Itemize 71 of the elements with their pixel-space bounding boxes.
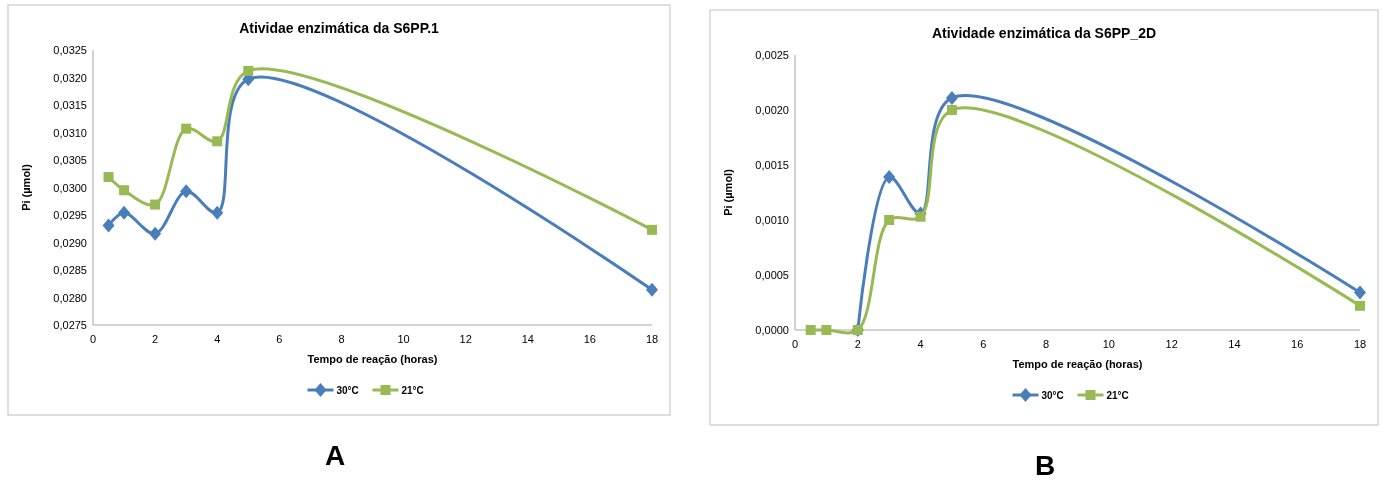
- x-tick-label: 18: [645, 333, 659, 345]
- chart-title: Atividae enzimática da S6PP.1: [239, 20, 440, 36]
- x-tick-label: 12: [459, 333, 472, 345]
- point: [243, 65, 254, 76]
- text: B: [1034, 450, 1056, 481]
- y-tick-label: 0,0010: [755, 214, 789, 226]
- x-tick-label: 8: [1043, 338, 1050, 350]
- legend-label: 30°C: [1041, 390, 1064, 401]
- y-tick-label: 0,0325: [53, 44, 87, 56]
- x-tick-label: 2: [152, 333, 159, 345]
- point: [211, 205, 224, 220]
- chart-title: Atividade enzimática da S6PP_2D: [931, 25, 1157, 41]
- y-tick-label: 0,0025: [755, 49, 789, 61]
- point: [119, 185, 130, 196]
- point: [118, 205, 131, 220]
- point: [1354, 285, 1366, 300]
- x-tick-label: 0: [89, 333, 97, 345]
- x-tick-label: 12: [1165, 338, 1178, 350]
- x-tick-label: 4: [917, 338, 924, 350]
- x-tick-label: 16: [583, 333, 597, 345]
- y-tick-label: 0,0280: [53, 291, 87, 304]
- x-tick-label: 0: [791, 338, 799, 350]
- point: [883, 170, 896, 185]
- y-tick-label: 0,0310: [53, 126, 87, 139]
- point: [102, 218, 115, 233]
- point: [150, 199, 161, 210]
- y-tick-label: 0,0305: [53, 154, 87, 166]
- point: [915, 211, 926, 222]
- x-tick-label: 16: [1291, 338, 1304, 350]
- point: [646, 282, 658, 297]
- y-tick-label: 0,0285: [53, 264, 87, 276]
- point: [946, 105, 957, 115]
- point: [149, 226, 162, 241]
- x-tick-label: 6: [276, 333, 283, 345]
- point: [647, 224, 657, 235]
- point: [805, 325, 816, 335]
- y-tick-label: 0,0300: [53, 181, 87, 194]
- x-tick-label: 14: [521, 333, 534, 345]
- y-tick-label: 0,0000: [755, 324, 789, 336]
- legend-label: 30°C: [336, 385, 359, 396]
- point: [212, 136, 223, 147]
- x-tick-label: 6: [980, 338, 987, 350]
- y-tick-label: 0,0295: [53, 209, 87, 221]
- point: [945, 90, 958, 105]
- point: [181, 123, 192, 134]
- y-tick-label: 0,0275: [53, 319, 87, 331]
- x-tick-label: 18: [1353, 338, 1367, 350]
- y-axis-title: Pi (µmol): [722, 168, 734, 216]
- point: [821, 325, 832, 335]
- point: [1355, 300, 1365, 311]
- x-axis-title: Tempo de reação (horas): [307, 353, 438, 365]
- y-tick-label: 0,0290: [53, 236, 87, 249]
- legend-label: 21°C: [401, 385, 424, 396]
- point: [180, 184, 193, 199]
- y-tick-label: 0,0020: [755, 104, 789, 116]
- x-tick-label: 10: [397, 333, 410, 345]
- y-axis-title: Pi (µmol): [20, 163, 32, 211]
- legend-label: 21°C: [1106, 390, 1129, 401]
- text: A: [324, 440, 346, 471]
- y-tick-label: 0,0005: [755, 269, 789, 281]
- point: [884, 215, 895, 225]
- x-tick-label: 4: [214, 333, 221, 345]
- x-axis-title: Tempo de reação (horas): [1012, 358, 1143, 370]
- x-tick-label: 2: [854, 338, 861, 350]
- y-tick-label: 0,0015: [755, 159, 789, 171]
- x-tick-label: 10: [1102, 338, 1116, 350]
- x-tick-label: 14: [1228, 338, 1241, 350]
- y-tick-label: 0,0315: [53, 99, 87, 111]
- y-tick-label: 0,0320: [53, 71, 87, 84]
- x-tick-label: 8: [338, 333, 345, 345]
- point: [103, 172, 114, 183]
